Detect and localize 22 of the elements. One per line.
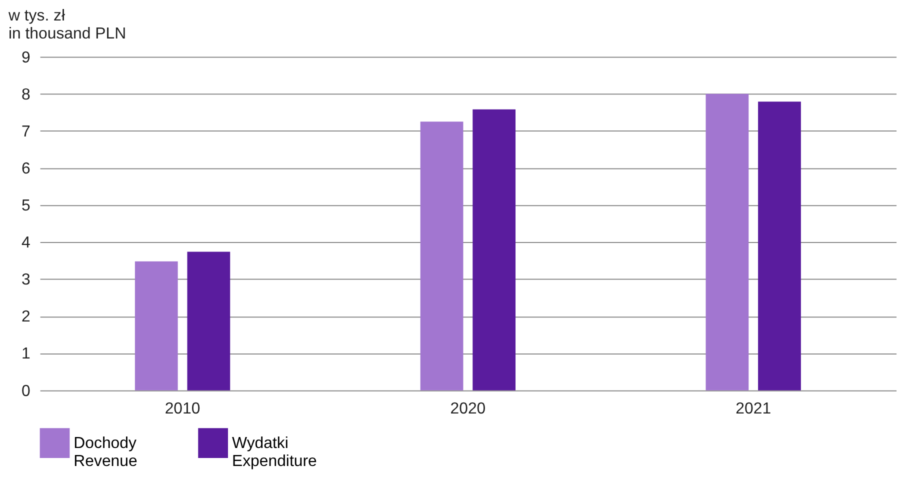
y-tick-label: 4: [22, 234, 31, 252]
x-tick-label: 2020: [450, 400, 486, 418]
y-tick-label: 8: [22, 86, 31, 104]
y-tick-label: 5: [22, 198, 31, 214]
bar: [706, 94, 749, 390]
bar: [134, 261, 178, 390]
bar: [758, 102, 801, 390]
bar: [420, 122, 464, 390]
legend-label: Dochody Revenue: [74, 435, 138, 470]
x-tick-label: 2021: [736, 400, 772, 418]
legend-label: Wydatki Expenditure: [232, 435, 318, 470]
bar: [187, 252, 230, 390]
y-tick-label: 2: [22, 308, 31, 326]
bar: [472, 109, 516, 390]
y-tick-label: 7: [22, 123, 31, 140]
y-tick-label: 0: [22, 382, 31, 400]
y-tick-label: 9: [22, 49, 31, 66]
y-tick-label: 3: [22, 272, 31, 289]
y-tick-label: 6: [22, 160, 31, 178]
y-tick-label: 1: [22, 346, 31, 363]
y-axis-title: w tys. zł in thousand PLN: [7, 7, 126, 42]
x-tick-label: 2010: [164, 400, 200, 418]
